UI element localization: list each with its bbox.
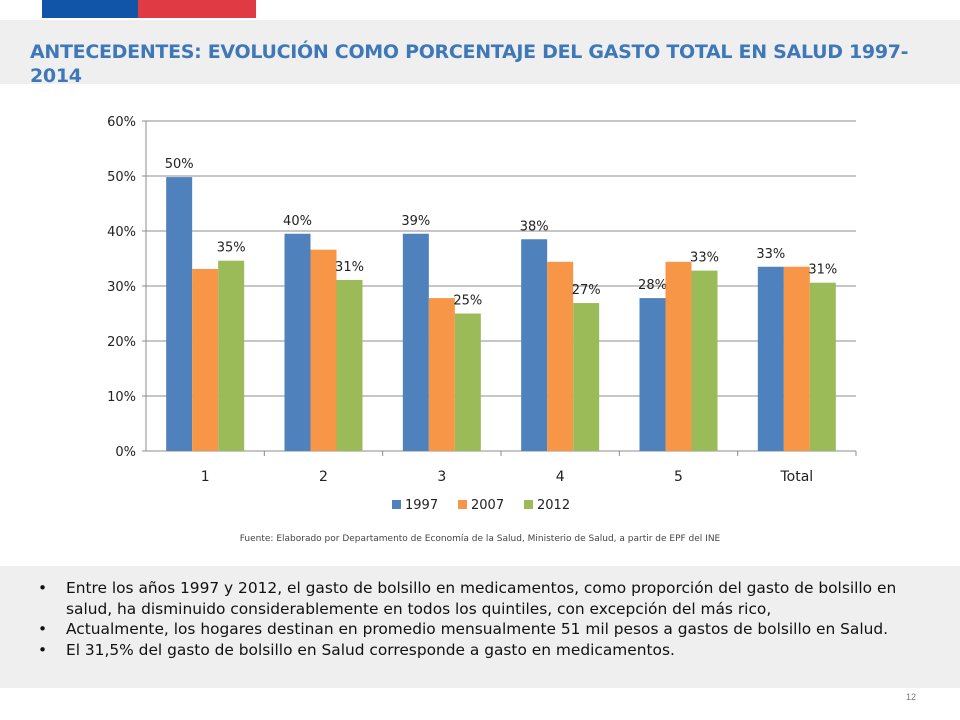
- flag-red-stripe: [138, 0, 256, 18]
- bar-2012: [691, 270, 718, 451]
- data-label: 25%: [453, 294, 482, 309]
- data-label: 50%: [165, 157, 194, 172]
- bar-2012: [218, 260, 245, 451]
- data-label: 40%: [283, 214, 312, 229]
- bar-2012: [336, 279, 363, 451]
- data-label: 28%: [638, 278, 667, 293]
- x-tick-label: 4: [556, 469, 565, 485]
- legend-swatch-2012: [524, 500, 533, 509]
- bar-2007: [783, 266, 810, 451]
- data-label: 31%: [335, 260, 364, 275]
- legend-label: 2012: [537, 498, 570, 513]
- bar-1997: [757, 266, 784, 451]
- bar-2007: [547, 261, 574, 451]
- legend-swatch-1997: [392, 500, 401, 509]
- bar-2012: [454, 313, 481, 451]
- bullet-item: Actualmente, los hogares destinan en pro…: [38, 619, 928, 640]
- data-label: 35%: [217, 241, 246, 256]
- legend-label: 1997: [405, 498, 438, 513]
- bar-2007: [665, 261, 692, 451]
- bar-2007: [192, 268, 219, 451]
- bullet-item: El 31,5% del gasto de bolsillo en Salud …: [38, 640, 928, 661]
- legend-label: 2007: [471, 498, 504, 513]
- bar-1997: [521, 239, 548, 451]
- data-label: 33%: [756, 247, 785, 262]
- x-tick-label: 1: [201, 469, 210, 485]
- data-label: 38%: [520, 219, 549, 234]
- y-tick-label: 40%: [107, 225, 136, 240]
- y-tick-label: 20%: [107, 335, 136, 350]
- y-tick-label: 60%: [107, 115, 136, 130]
- flag-blue-stripe: [42, 0, 138, 18]
- bar-1997: [402, 233, 429, 451]
- bullet-item: Entre los años 1997 y 2012, el gasto de …: [38, 578, 928, 619]
- bar-2012: [573, 303, 600, 451]
- data-label: 31%: [808, 263, 837, 278]
- x-tick-label: 5: [674, 469, 683, 485]
- x-tick-label: 2: [319, 469, 328, 485]
- bullet-list: Entre los años 1997 y 2012, el gasto de …: [38, 578, 928, 660]
- y-tick-label: 10%: [107, 390, 136, 405]
- bar-1997: [166, 177, 193, 451]
- title-band: [0, 20, 960, 84]
- bar-2007: [428, 298, 455, 451]
- bar-2007: [310, 249, 337, 451]
- bar-1997: [639, 298, 666, 451]
- data-label: 39%: [401, 214, 430, 229]
- x-tick-label: 3: [437, 469, 446, 485]
- data-label: 33%: [690, 251, 719, 266]
- bar-2012: [809, 282, 836, 451]
- page-number: 12: [906, 692, 917, 702]
- y-tick-label: 50%: [107, 170, 136, 185]
- slide-title: ANTECEDENTES: EVOLUCIÓN COMO PORCENTAJE …: [30, 41, 909, 87]
- y-tick-label: 30%: [107, 280, 136, 295]
- y-tick-label: 0%: [115, 445, 136, 460]
- bar-1997: [284, 233, 311, 451]
- legend-swatch-2007: [458, 500, 467, 509]
- bar-chart: 0% 10% 20% 30% 40% 50% 60% 1 50% 35% 2 40% 31% 3 39% 25…: [107, 115, 857, 513]
- x-tick-label: Total: [779, 469, 813, 485]
- source-note: Fuente: Elaborado por Departamento de Ec…: [239, 534, 721, 544]
- data-label: 27%: [572, 283, 601, 298]
